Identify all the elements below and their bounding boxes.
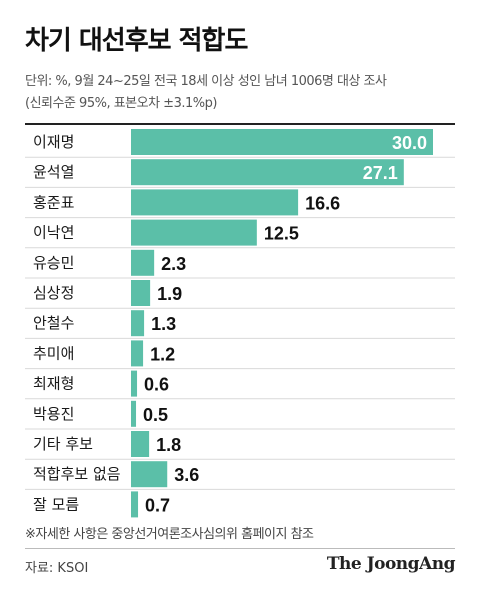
top-divider xyxy=(25,123,455,125)
category-label: 윤석열 xyxy=(33,163,74,181)
value-label: 0.5 xyxy=(143,405,168,425)
bar xyxy=(131,431,150,457)
value-label: 1.2 xyxy=(150,344,175,364)
value-label: 1.3 xyxy=(151,314,176,334)
chart-title: 차기 대선후보 적합도 xyxy=(25,26,248,56)
value-label: 27.1 xyxy=(363,163,398,183)
category-label: 심상정 xyxy=(33,284,74,302)
value-label: 1.8 xyxy=(156,435,181,455)
category-label: 이재명 xyxy=(33,133,74,151)
value-label: 30.0 xyxy=(392,133,427,153)
category-label: 박용진 xyxy=(33,405,74,423)
category-label: 적합후보 없음 xyxy=(33,465,121,483)
bar xyxy=(131,280,151,306)
bar xyxy=(131,159,404,186)
bar xyxy=(131,400,137,427)
category-label: 잘 모름 xyxy=(33,495,79,513)
category-label: 이낙연 xyxy=(33,224,74,242)
category-label: 기타 후보 xyxy=(33,435,93,453)
bar xyxy=(131,249,155,276)
value-label: 2.3 xyxy=(161,254,186,274)
brand-logo: The JoongAng xyxy=(326,554,456,574)
footnote: ※자세한 사항은 중앙선거여론조사심의위 홈페이지 참조 xyxy=(25,527,314,542)
bar xyxy=(131,370,138,397)
category-label: 최재형 xyxy=(33,375,74,393)
chart-subtitle: 단위: %, 9월 24~25일 전국 18세 이상 성인 남녀 1006명 대… xyxy=(25,71,387,115)
category-label: 추미애 xyxy=(33,344,74,362)
category-label: 안철수 xyxy=(33,314,74,332)
bar xyxy=(131,129,433,155)
subtitle-line-1: 단위: %, 9월 24~25일 전국 18세 이상 성인 남녀 1006명 대… xyxy=(25,74,387,89)
bar xyxy=(131,310,145,337)
subtitle-line-2: (신뢰수준 95%, 표본오차 ±3.1%p) xyxy=(25,96,217,111)
value-label: 0.7 xyxy=(145,495,170,515)
bar xyxy=(131,491,139,518)
bottom-divider xyxy=(25,548,455,549)
value-label: 1.9 xyxy=(157,284,182,304)
bar xyxy=(131,461,168,488)
value-label: 12.5 xyxy=(264,224,299,244)
value-label: 0.6 xyxy=(144,375,169,395)
value-label: 16.6 xyxy=(305,193,340,213)
value-label: 3.6 xyxy=(174,465,199,485)
bar xyxy=(131,340,144,367)
bar xyxy=(131,189,299,216)
category-label: 유승민 xyxy=(33,254,74,272)
bar xyxy=(131,219,257,246)
source-note: 자료: KSOI xyxy=(25,561,89,576)
category-label: 홍준표 xyxy=(33,193,75,211)
